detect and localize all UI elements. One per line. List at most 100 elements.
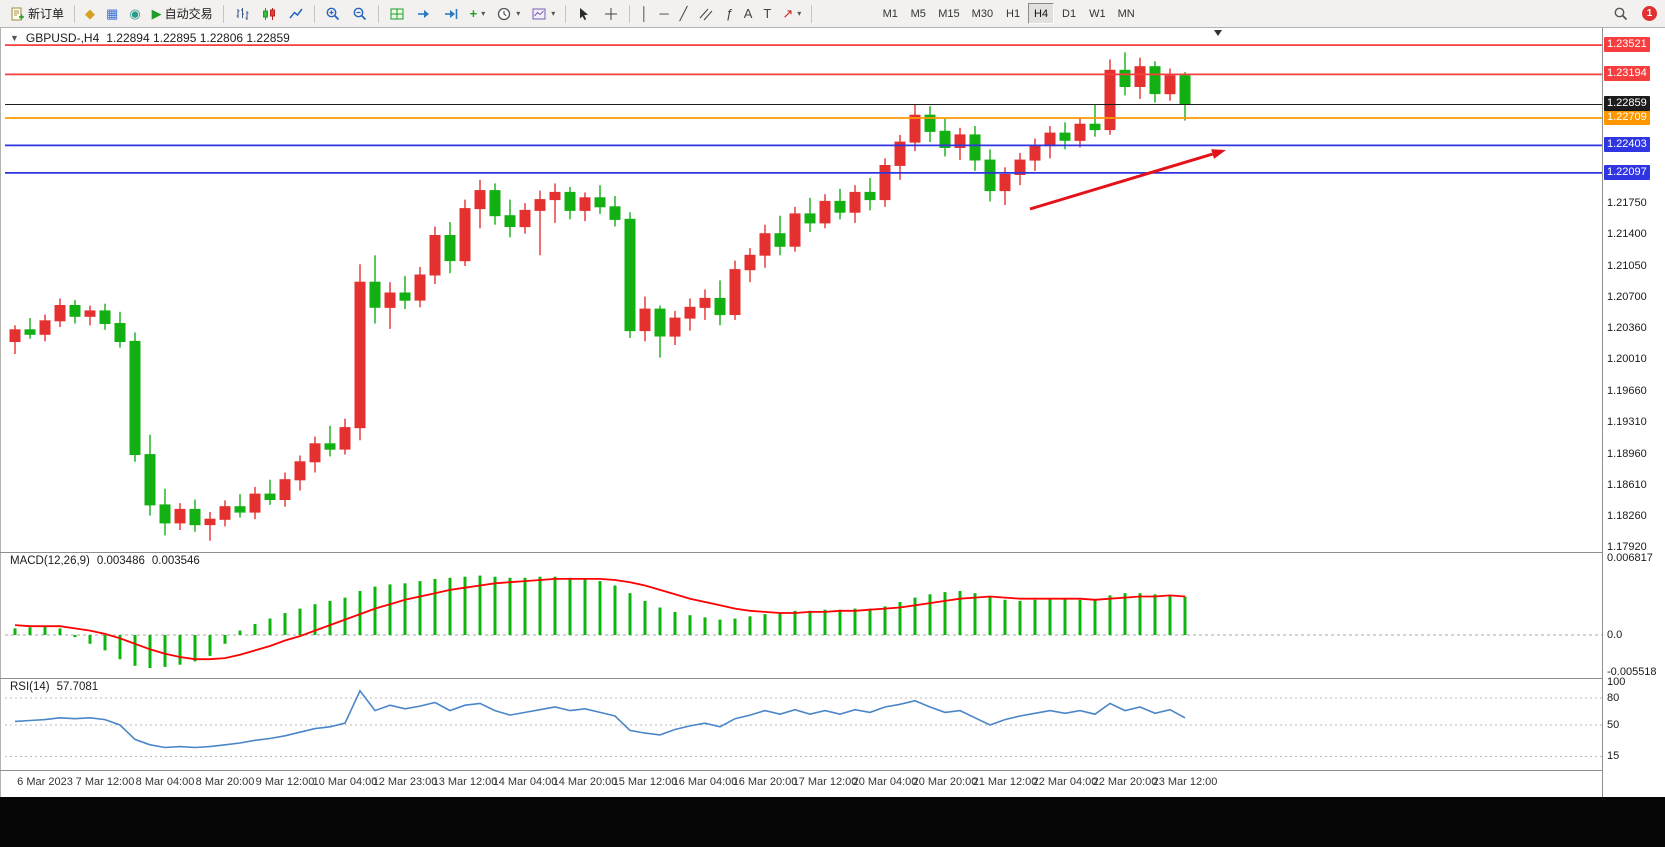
time-axis-label: 22 Mar 20:00 bbox=[1092, 776, 1158, 788]
search-button[interactable] bbox=[1608, 2, 1634, 26]
channel-tool-button[interactable] bbox=[693, 2, 719, 26]
timeframe-button-H4[interactable]: H4 bbox=[1028, 3, 1055, 24]
collapse-icon[interactable]: ▼ bbox=[10, 33, 19, 43]
periods-button[interactable]: ▾ bbox=[491, 2, 525, 26]
macd-histogram-layer bbox=[13, 575, 1187, 668]
zoom-out-button[interactable] bbox=[347, 2, 373, 26]
autotrading-label: 自动交易 bbox=[164, 7, 213, 21]
bar-chart-icon bbox=[236, 7, 249, 20]
new-order-icon bbox=[11, 7, 24, 20]
candlestick-chart-button[interactable] bbox=[256, 2, 282, 26]
crosshair-icon bbox=[605, 7, 618, 20]
time-axis-label: 16 Mar 04:00 bbox=[672, 776, 738, 788]
timeframe-button-M15[interactable]: M15 bbox=[933, 3, 964, 24]
market-watch-button[interactable]: ◆ bbox=[80, 2, 100, 26]
time-axis-label: 20 Mar 20:00 bbox=[912, 776, 978, 788]
rsi-name: RSI(14) bbox=[10, 681, 50, 693]
clock-icon bbox=[498, 7, 511, 20]
line-chart-button[interactable] bbox=[283, 2, 309, 26]
navigator-button[interactable]: ◉ bbox=[124, 2, 145, 26]
time-axis-label: 15 Mar 12:00 bbox=[612, 776, 678, 788]
bar-chart-button[interactable] bbox=[229, 2, 255, 26]
chart-shift-button[interactable] bbox=[438, 2, 464, 26]
timeframe-toolbar: M1 M5 M15 M30 H1 H4 D1 W1 MN bbox=[877, 3, 1139, 24]
chevron-down-icon: ▾ bbox=[481, 9, 486, 18]
rsi-label: RSI(14) 57.7081 bbox=[10, 681, 98, 693]
rsi-value: 57.7081 bbox=[56, 681, 99, 693]
trendline-icon: ╱ bbox=[679, 6, 688, 21]
level-price-label: 1.22709 bbox=[1604, 110, 1650, 125]
chart-shift-marker[interactable] bbox=[1214, 30, 1222, 36]
trend-arrow-annotation[interactable] bbox=[1029, 152, 1214, 211]
price-axis-label: 1.20360 bbox=[1607, 322, 1647, 334]
price-axis-label: 1.18610 bbox=[1607, 479, 1647, 491]
vertical-line-tool-button[interactable]: │ bbox=[635, 2, 653, 26]
zoom-in-button[interactable] bbox=[320, 2, 346, 26]
label-tool-button[interactable]: T bbox=[758, 2, 776, 26]
panel-separator[interactable] bbox=[0, 552, 1665, 553]
timeframe-button-MN[interactable]: MN bbox=[1113, 3, 1140, 24]
notification-badge[interactable]: 1 bbox=[1642, 6, 1657, 21]
arrow-icon: ↗ bbox=[782, 6, 794, 21]
tile-windows-button[interactable] bbox=[384, 2, 410, 26]
rsi-line bbox=[14, 689, 1186, 749]
time-axis[interactable]: 6 Mar 2023 7 Mar 12:00 8 Mar 04:00 8 Mar 20… bbox=[5, 770, 1597, 797]
search-icon bbox=[1614, 7, 1628, 20]
timeframe-button-D1[interactable]: D1 bbox=[1056, 3, 1082, 24]
navigator-icon: ◉ bbox=[129, 6, 141, 21]
level-price-label: 1.23194 bbox=[1604, 66, 1650, 81]
crosshair-button[interactable] bbox=[598, 2, 624, 26]
rsi-axis-label: 15 bbox=[1607, 750, 1620, 762]
price-axis-label: 1.21050 bbox=[1607, 260, 1647, 272]
price-axis-label: 1.17920 bbox=[1607, 541, 1647, 553]
panel-separator[interactable] bbox=[0, 678, 1665, 679]
horizontal-line-tool-button[interactable]: ─ bbox=[654, 2, 673, 26]
time-axis-label: 20 Mar 04:00 bbox=[852, 776, 918, 788]
chevron-down-icon: ▾ bbox=[551, 9, 556, 18]
new-order-button[interactable]: 新订单 bbox=[4, 2, 69, 26]
rsi-panel-canvas[interactable] bbox=[5, 678, 1602, 770]
main-chart-canvas[interactable] bbox=[5, 28, 1602, 552]
timeframe-button-M5[interactable]: M5 bbox=[905, 3, 931, 24]
time-axis-label: 22 Mar 04:00 bbox=[1032, 776, 1098, 788]
new-order-label: 新订单 bbox=[28, 7, 65, 21]
toolbar-right-group: 1 bbox=[1608, 2, 1661, 26]
candles-layer bbox=[9, 52, 1191, 541]
price-axis-label: 1.18960 bbox=[1607, 448, 1647, 460]
fibonacci-tool-button[interactable]: ƒ bbox=[720, 2, 737, 26]
timeframe-button-M1[interactable]: M1 bbox=[877, 3, 903, 24]
chart-header: ▼ GBPUSD-,H4 1.22894 1.22895 1.22806 1.2… bbox=[10, 31, 290, 45]
trend-arrow-head bbox=[1211, 149, 1226, 159]
chevron-down-icon: ▾ bbox=[516, 9, 521, 18]
time-axis-label: 23 Mar 12:00 bbox=[1152, 776, 1218, 788]
timeframe-button-H1[interactable]: H1 bbox=[1000, 3, 1026, 24]
chart-ohlc: 1.22894 1.22895 1.22806 1.22859 bbox=[106, 31, 290, 45]
macd-value-main: 0.003486 bbox=[96, 555, 145, 567]
data-window-button[interactable]: ▦ bbox=[101, 2, 123, 26]
autotrading-icon: ▶ bbox=[151, 6, 162, 21]
price-axis[interactable]: 1.231501.217501.214001.210501.207001.203… bbox=[1603, 28, 1665, 797]
timeframe-button-W1[interactable]: W1 bbox=[1084, 3, 1111, 24]
timeframe-button-M30[interactable]: M30 bbox=[967, 3, 998, 24]
trendline-tool-button[interactable]: ╱ bbox=[675, 2, 693, 26]
templates-button[interactable]: ▾ bbox=[526, 2, 560, 26]
autotrading-button[interactable]: ▶ 自动交易 bbox=[147, 2, 218, 26]
indicators-plus-icon: + bbox=[469, 6, 478, 21]
indicators-button[interactable]: + ▾ bbox=[465, 2, 491, 26]
auto-scroll-icon bbox=[417, 9, 429, 18]
time-axis-label: 9 Mar 12:00 bbox=[255, 776, 315, 788]
price-axis-label: 1.18260 bbox=[1607, 510, 1647, 522]
chart-symbol: GBPUSD-,H4 bbox=[25, 31, 100, 45]
macd-panel-canvas[interactable] bbox=[5, 552, 1602, 678]
toolbar-separator bbox=[222, 4, 224, 23]
arrows-tool-button[interactable]: ↗ ▾ bbox=[777, 2, 806, 26]
text-tool-button[interactable]: A bbox=[739, 2, 758, 26]
horizontal-line-icon: ─ bbox=[659, 6, 669, 21]
cursor-button[interactable] bbox=[571, 2, 597, 26]
level-price-label: 1.22097 bbox=[1604, 165, 1650, 180]
price-axis-label: 1.19310 bbox=[1607, 416, 1647, 428]
macd-axis-label: 0.006817 bbox=[1607, 552, 1653, 564]
template-icon bbox=[532, 8, 546, 19]
auto-scroll-button[interactable] bbox=[411, 2, 437, 26]
